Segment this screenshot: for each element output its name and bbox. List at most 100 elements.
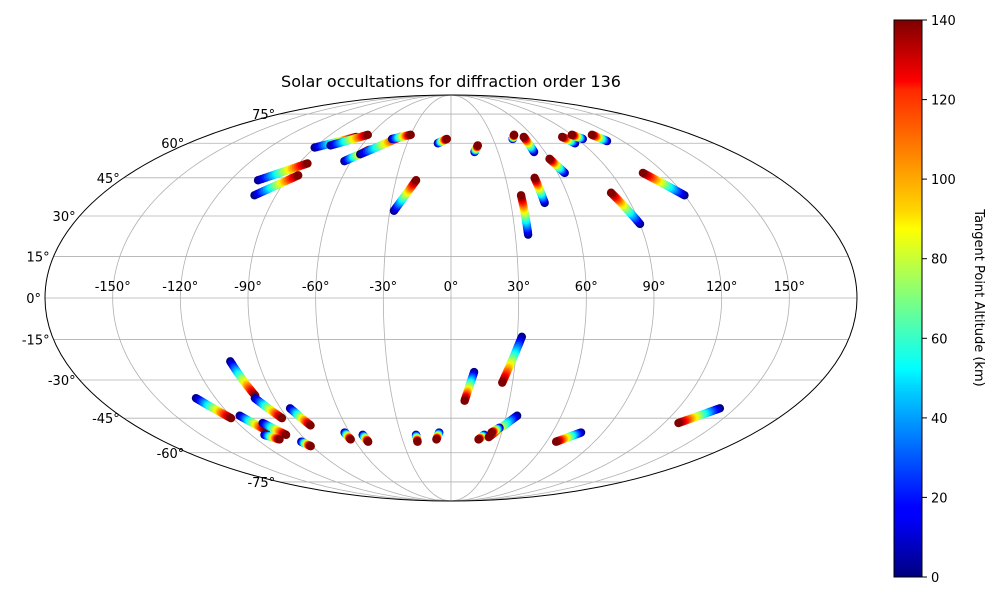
lon-tick-label: -120° xyxy=(162,280,198,295)
track-point xyxy=(406,130,415,140)
track-point xyxy=(474,435,483,444)
colorbar-tick-label: 20 xyxy=(931,491,948,506)
track xyxy=(250,393,287,423)
lon-tick-label: -150° xyxy=(95,280,131,295)
lat-tick-label: 15° xyxy=(27,250,50,265)
track-point xyxy=(460,396,469,405)
colorbar-tick-label: 40 xyxy=(931,412,948,427)
track-point xyxy=(306,442,315,451)
lon-tick-label: 90° xyxy=(642,280,665,295)
track-point xyxy=(346,435,355,444)
colorbar: 0 20 40 60 80 100 120 140 Tangent Point Altitud… xyxy=(893,14,986,586)
track xyxy=(470,141,482,157)
track xyxy=(433,134,451,148)
track xyxy=(340,428,355,444)
lon-tick-label: -90° xyxy=(234,280,262,295)
track-point xyxy=(487,428,496,437)
track-point xyxy=(557,132,567,142)
track xyxy=(358,430,373,446)
colorbar-tick-label: 80 xyxy=(931,253,948,268)
lat-tick-label: 75° xyxy=(252,108,275,123)
track xyxy=(387,130,415,144)
track xyxy=(567,130,587,144)
lat-tick-label: 60° xyxy=(161,137,184,152)
lon-tick-label: 150° xyxy=(774,280,805,295)
graticule xyxy=(45,94,857,502)
track xyxy=(508,130,519,144)
track-point xyxy=(587,130,597,140)
track-point xyxy=(432,435,441,444)
track-point xyxy=(509,130,519,140)
track-point xyxy=(473,141,482,150)
track-point xyxy=(281,430,291,440)
track xyxy=(674,404,725,428)
track xyxy=(587,130,612,146)
track xyxy=(551,428,586,446)
map-boundary xyxy=(44,94,858,502)
colorbar-ticks: 0 20 40 60 80 100 120 140 xyxy=(922,14,956,586)
track xyxy=(516,191,533,239)
track-point xyxy=(413,437,422,446)
track-point xyxy=(674,418,683,428)
track-point xyxy=(275,435,284,444)
track xyxy=(226,357,260,400)
track xyxy=(260,430,284,444)
track xyxy=(389,176,421,215)
track xyxy=(460,367,479,405)
track xyxy=(250,171,303,200)
occultation-tracks xyxy=(191,130,725,451)
track xyxy=(530,173,549,208)
track-point xyxy=(498,378,507,387)
chart-title: Solar occultations for diffraction order… xyxy=(281,72,621,91)
lat-tick-label: -15° xyxy=(22,334,50,349)
colorbar-tick-label: 0 xyxy=(931,571,939,586)
track-point xyxy=(606,188,616,197)
track-point xyxy=(277,413,287,423)
track-point xyxy=(519,132,528,142)
track xyxy=(297,437,315,451)
track-point xyxy=(551,437,561,446)
colorbar-tick-label: 120 xyxy=(931,94,956,109)
track xyxy=(638,168,689,200)
track-point xyxy=(442,134,451,144)
lon-tick-label: -30° xyxy=(369,280,397,295)
lon-tick-label: 120° xyxy=(706,280,737,295)
track-point xyxy=(226,413,236,423)
track xyxy=(253,159,312,185)
track xyxy=(519,132,539,157)
lon-tick-label: 60° xyxy=(575,280,598,295)
colorbar-tick-label: 60 xyxy=(931,332,948,347)
track-point xyxy=(516,191,526,200)
track xyxy=(545,154,569,178)
track xyxy=(326,130,372,150)
track-point xyxy=(411,176,421,185)
colorbar-label: Tangent Point Altitude (km) xyxy=(971,208,986,386)
lat-tick-label: 0° xyxy=(26,292,41,307)
track-point xyxy=(567,130,576,140)
axis-tick-labels: -150° -120° -90° -60° -30° 0° 30° 60° 90° 120° 150… xyxy=(22,108,805,491)
track xyxy=(474,430,489,444)
lat-tick-label: -30° xyxy=(48,374,76,389)
track xyxy=(606,188,645,229)
lon-tick-label: 30° xyxy=(507,280,530,295)
track xyxy=(191,393,236,423)
track-point xyxy=(303,159,312,168)
track xyxy=(432,428,444,444)
track xyxy=(258,418,291,440)
colorbar-gradient xyxy=(893,19,923,578)
track-point xyxy=(363,130,372,140)
lat-tick-label: -45° xyxy=(92,412,120,427)
lat-tick-label: -75° xyxy=(247,476,275,491)
lon-tick-label: 0° xyxy=(444,280,459,295)
track xyxy=(285,404,315,430)
colorbar-tick-label: 100 xyxy=(931,173,956,188)
track-point xyxy=(545,154,554,164)
lon-tick-label: -60° xyxy=(302,280,330,295)
track-point xyxy=(306,421,315,430)
track-point xyxy=(530,173,539,183)
track xyxy=(411,430,422,446)
colorbar-tick-label: 140 xyxy=(931,14,956,29)
track-point xyxy=(363,437,373,446)
track-point xyxy=(638,168,648,178)
lat-tick-label: 30° xyxy=(53,210,76,225)
